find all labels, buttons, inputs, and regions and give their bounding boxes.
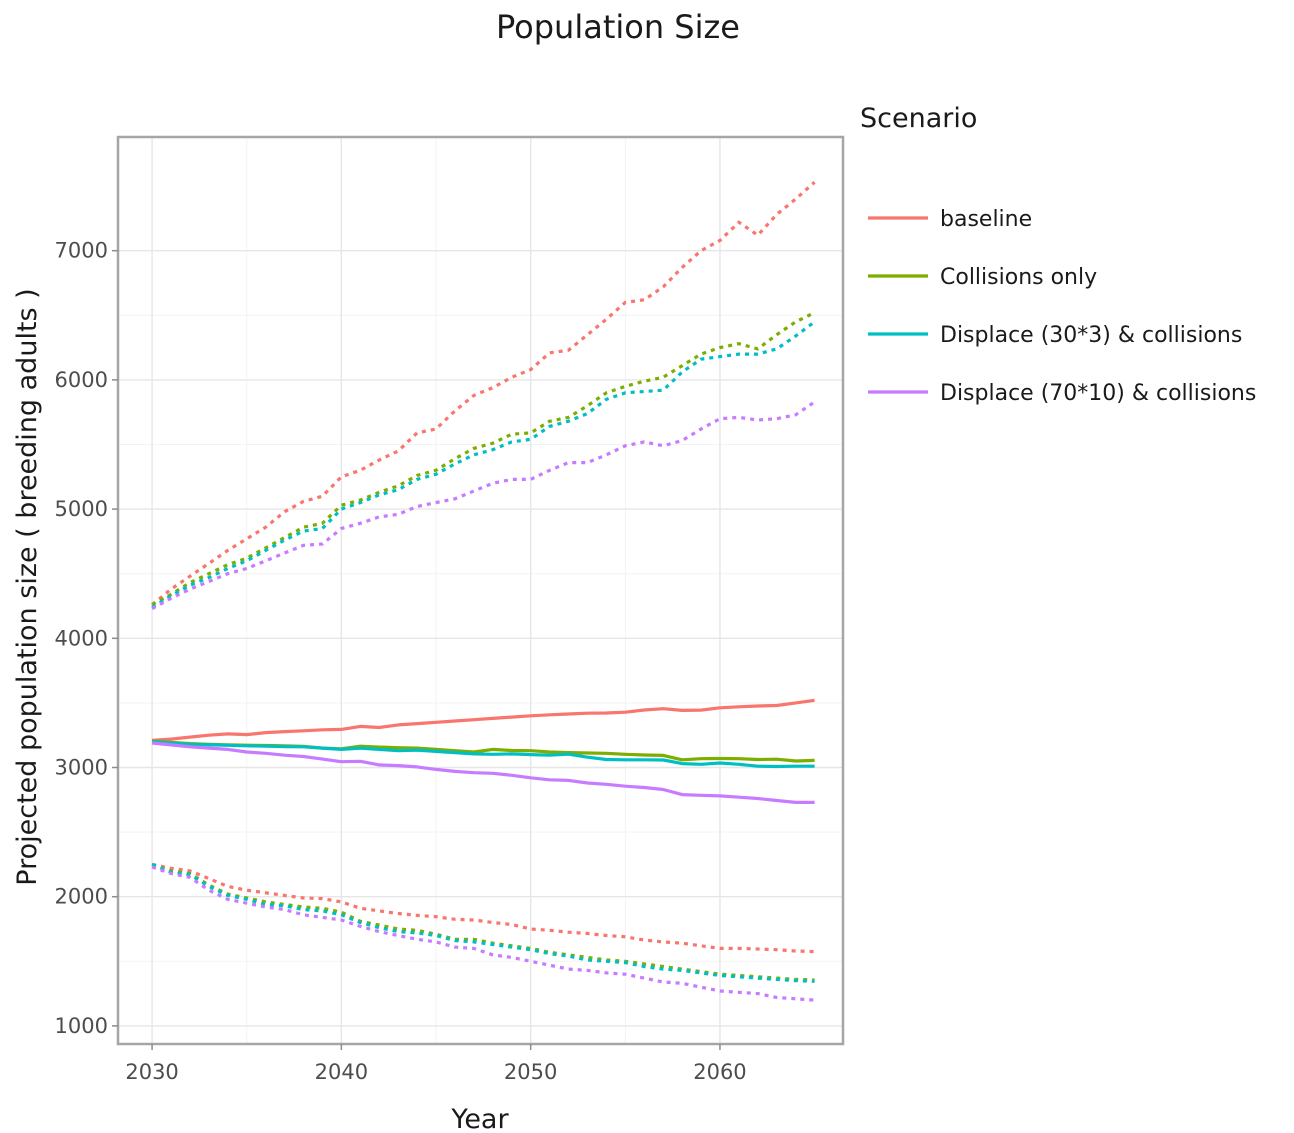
y-tick-label: 6000 — [55, 368, 108, 392]
legend-label: Displace (70*10) & collisions — [940, 381, 1256, 406]
legend-item: Collisions only — [868, 265, 1097, 290]
plot-panel — [118, 137, 843, 1044]
series-3 — [151, 400, 816, 1002]
legend-item: Displace (70*10) & collisions — [868, 381, 1256, 406]
plot-area: 1000 2000 3000 4000 5000 6000 7000 2030 2040 2050… — [55, 135, 845, 1084]
plot-border — [116, 135, 845, 1046]
x-tick-label: 2060 — [693, 1060, 746, 1084]
series-lower-line — [151, 865, 815, 1002]
series-mean-line — [151, 740, 815, 769]
series-upper-line — [151, 400, 816, 611]
y-tick-label: 3000 — [55, 756, 108, 780]
y-tick-label: 1000 — [55, 1014, 108, 1038]
x-tick-label: 2030 — [125, 1060, 178, 1084]
x-tick-label: 2050 — [504, 1060, 557, 1084]
y-tick-label: 5000 — [55, 497, 108, 521]
series-2 — [151, 320, 816, 983]
legend-label: baseline — [940, 207, 1032, 232]
y-axis-label: Projected population size ( breeding adu… — [12, 288, 43, 885]
series-mean-line — [151, 698, 815, 742]
legend-item: baseline — [868, 207, 1032, 232]
series-lower-line — [151, 862, 815, 983]
series-mean-line — [151, 741, 815, 804]
y-tick-label: 2000 — [55, 885, 108, 909]
series-upper-line — [151, 181, 816, 606]
x-tick-label: 2040 — [315, 1060, 368, 1084]
series-upper-line — [151, 320, 816, 609]
legend-item: Displace (30*3) & collisions — [868, 323, 1242, 348]
series-0 — [151, 181, 816, 954]
y-tick-label: 7000 — [55, 239, 108, 263]
legend-title: Scenario — [860, 103, 977, 134]
legend-label: Displace (30*3) & collisions — [940, 323, 1242, 348]
series-lower-line — [151, 862, 815, 954]
y-tick-label: 4000 — [55, 626, 108, 650]
legend: Scenario baseline Collisions only Displace… — [860, 103, 1256, 406]
x-axis-label: Year — [450, 1104, 509, 1133]
chart-title: Population Size — [496, 8, 740, 46]
legend-label: Collisions only — [940, 265, 1097, 290]
series-lower-line — [151, 862, 815, 982]
series-upper-line — [151, 311, 816, 607]
